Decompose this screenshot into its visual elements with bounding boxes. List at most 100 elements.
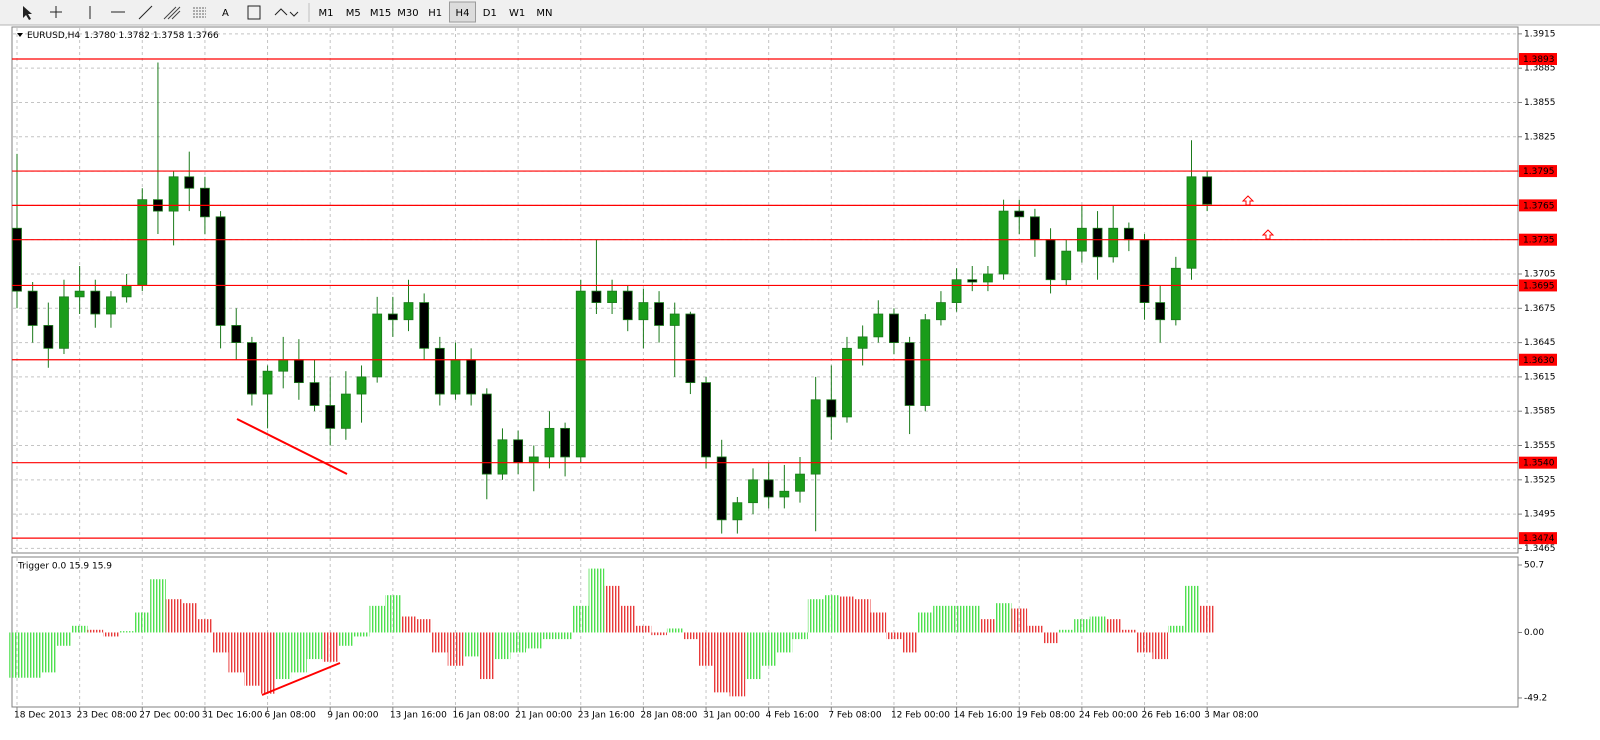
candle-body [90,290,101,315]
candle-body [1030,216,1040,241]
candle-body [591,290,602,303]
candle-body [215,216,226,326]
candle-body [325,405,336,429]
timeframe-label[interactable]: M15 [370,8,391,19]
histogram-bar [1168,625,1184,633]
candle-body [27,290,38,326]
level-label: 1.3735 [1523,236,1555,246]
level-label-bg [1519,199,1557,212]
timeframe-label[interactable]: H4 [456,8,470,19]
up-arrow [1241,195,1255,206]
candle-body [387,313,398,321]
timeframe-label[interactable]: M30 [397,8,418,19]
histogram-bar [666,628,683,633]
histogram-bar [322,632,339,662]
histogram-bar [353,632,370,637]
toolbar: A M1 M5 M15 M30 H1 H4 D1 W1 MN [0,0,1600,26]
candle-body [654,302,664,326]
histogram-bar [118,631,135,633]
histogram-bar [839,596,855,633]
level-label-bg [1519,456,1557,469]
timeframe-label[interactable]: MN [536,8,552,19]
candle-body [732,502,743,521]
histogram-bar [1011,608,1028,633]
trend-line [261,662,341,696]
histogram-bar [760,632,777,666]
fibo-tool[interactable] [193,7,206,18]
histogram-bar [1074,619,1090,633]
y-tick-label: 1.3855 [1524,98,1556,108]
timeframe-label[interactable]: W1 [509,8,525,19]
y-tick-label: 1.3645 [1524,338,1556,348]
candle-body [826,399,837,418]
candle-body [1139,239,1150,303]
indicator-panel [11,556,1519,708]
cursor-tool[interactable] [23,6,32,20]
candle-body [685,313,696,384]
histogram-bar [24,632,41,678]
y-tick-label: 1.3585 [1524,407,1556,417]
histogram-bar [494,632,511,660]
symbol: EURUSD,H4 [27,31,80,41]
histogram-bar [432,632,448,653]
candle-body [262,370,273,395]
candle-body [340,393,351,429]
histogram-bar [854,599,871,633]
candle-body [137,199,148,286]
histogram-bar [1121,629,1137,633]
histogram-bar [1152,632,1169,660]
timeframe-label[interactable]: M1 [319,8,334,19]
histogram-bar [557,632,573,640]
trendline-tool[interactable] [138,5,153,20]
candle-body [544,427,555,458]
timeframe-button[interactable] [449,1,476,23]
histogram-bar [807,599,824,633]
candle-body [842,347,852,418]
main-panel [11,26,1519,554]
candle-body [889,313,899,343]
timeframe-label[interactable]: M5 [346,8,361,19]
candle-body [607,290,617,303]
histogram-bar [698,632,714,666]
candle-body [638,302,649,321]
histogram-bar [338,632,354,646]
histogram-bar [228,632,245,673]
histogram-bar [792,632,808,640]
y-tick-label: 1.3885 [1524,64,1556,74]
histogram-bar [150,579,166,633]
x-tick-label: 7 Feb 08:00 [828,711,882,721]
candle-body [779,490,790,498]
timeframe-label[interactable]: D1 [483,8,497,19]
histogram-bar [103,632,119,637]
arrows-tool[interactable] [274,8,299,17]
histogram-bar [369,605,386,633]
x-tick-label: 3 Mar 08:00 [1204,711,1259,721]
timeframe-label[interactable]: H1 [428,8,442,19]
histogram-bar [40,632,57,673]
histogram-bar [510,632,526,653]
level-label: 1.3474 [1523,534,1555,544]
histogram-bar [619,605,636,633]
candle-body [622,290,633,321]
candle-body [231,325,242,343]
histogram-bar [1199,605,1216,633]
histogram-bar [291,632,307,673]
x-tick-label: 4 Feb 16:00 [766,711,820,721]
histogram-bar [416,619,433,633]
up-arrow [1261,229,1275,240]
label-tool[interactable] [247,5,261,20]
x-tick-label: 13 Jan 16:00 [390,711,447,721]
menu-triangle[interactable] [17,33,23,37]
histogram-bar [745,632,761,680]
crosshair-tool[interactable] [50,6,62,18]
histogram-bar [87,629,104,633]
histogram-bar [479,632,495,680]
channel-tool[interactable] [163,6,181,20]
histogram-bar [1089,616,1106,633]
candle-body [59,296,69,349]
text-tool[interactable]: A [222,8,229,19]
histogram-bar [948,605,965,633]
candle-body [998,210,1009,275]
